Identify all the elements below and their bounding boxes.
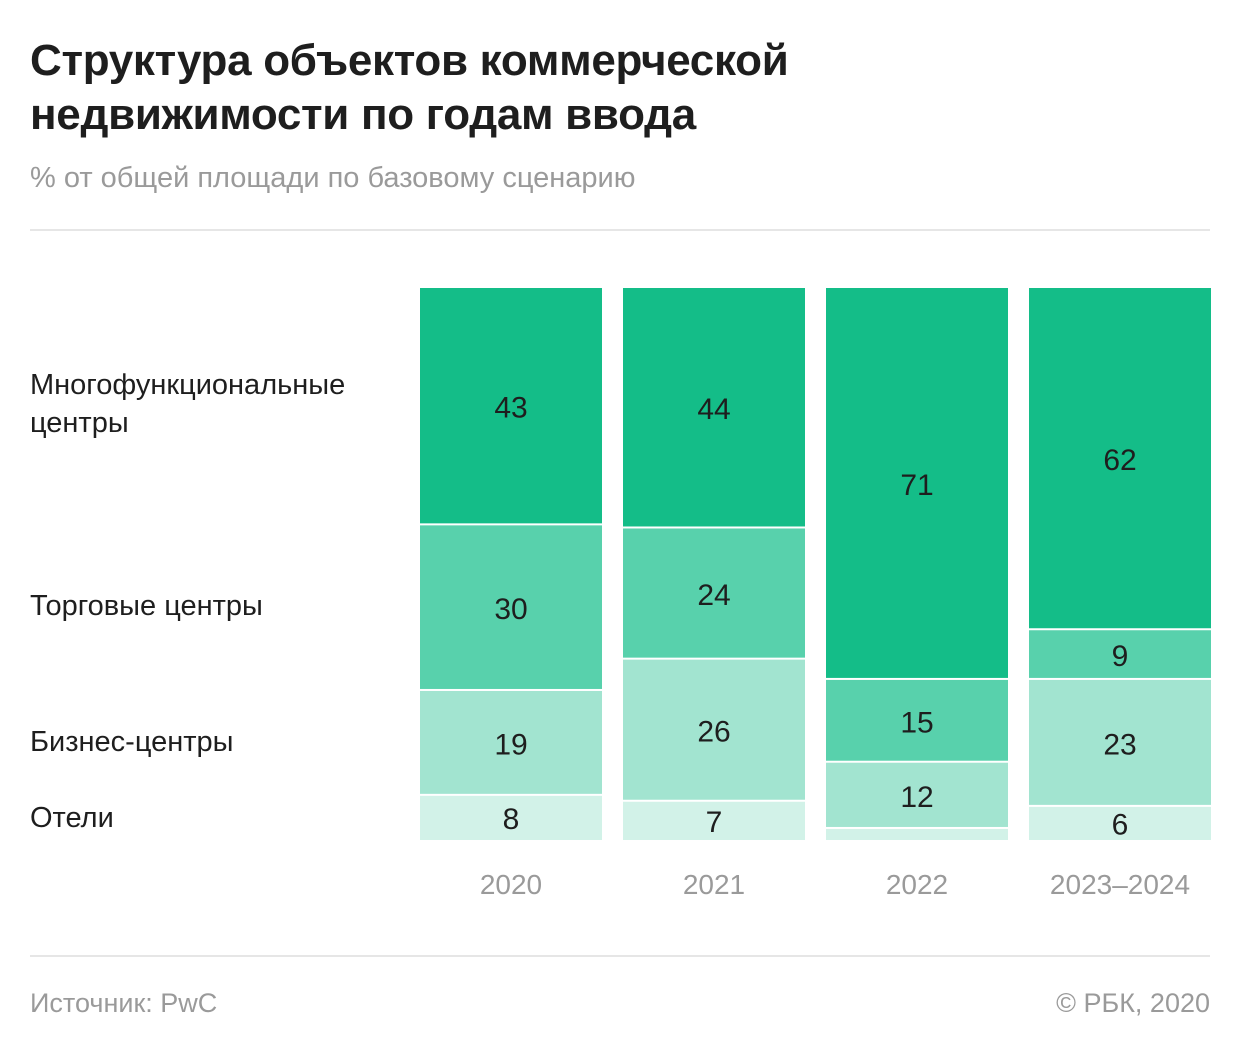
bar-value-label: 26 xyxy=(697,716,730,749)
source-note: Источник: PwC xyxy=(30,988,218,1018)
series-label-mfc: Многофункциональные центры xyxy=(30,369,346,439)
bottom-divider xyxy=(30,955,1210,957)
bar-segment xyxy=(826,679,1008,761)
copyright-note: © РБК, 2020 xyxy=(1056,988,1210,1018)
bar-segment xyxy=(826,828,1008,840)
bar-segment xyxy=(623,659,805,800)
bar-segment xyxy=(826,762,1008,827)
bar-value-label: 62 xyxy=(1103,444,1136,477)
bar-value-label: 71 xyxy=(900,469,933,502)
bar-segment xyxy=(623,801,805,840)
bar-segment xyxy=(1029,806,1211,840)
bar-value-label: 43 xyxy=(494,392,527,425)
bar-segment xyxy=(1029,288,1211,629)
bar-segment xyxy=(826,288,1008,678)
category-tick-label: 2021 xyxy=(683,869,745,900)
series-label-mall: Торговые центры xyxy=(30,590,263,622)
bar-value-label: 24 xyxy=(697,579,730,612)
bar-segment xyxy=(1029,630,1211,678)
bar-value-label: 8 xyxy=(503,803,520,836)
category-tick-label: 2023–2024 xyxy=(1050,869,1190,900)
series-label-hotel: Отели xyxy=(30,802,114,834)
bar-value-label: 19 xyxy=(494,728,527,761)
bar-value-label: 6 xyxy=(1112,808,1129,841)
stacked-bar-chart: 43 30 19 8 2020 44 24 26 7 2021 71 15 12 2022 62 9 23 6 20… xyxy=(420,288,1211,900)
chart-subtitle: % от общей площади по базовому сценарию xyxy=(30,162,636,194)
bar-segment xyxy=(420,795,602,840)
bar-segment xyxy=(420,288,602,524)
bar-value-label: 44 xyxy=(697,393,730,426)
bar-value-label: 30 xyxy=(494,593,527,626)
top-divider xyxy=(30,229,1210,231)
chart-title: Структура объектов коммерческой недвижим… xyxy=(30,36,789,139)
bar-segment xyxy=(420,525,602,689)
bar-segment xyxy=(623,528,805,658)
bar-value-label: 12 xyxy=(900,781,933,814)
category-tick-label: 2020 xyxy=(480,869,542,900)
bar-segment xyxy=(420,690,602,794)
bar-value-label: 7 xyxy=(706,806,723,839)
bar-value-label: 9 xyxy=(1112,640,1129,673)
category-tick-label: 2022 xyxy=(886,869,948,900)
bar-segment xyxy=(1029,679,1211,805)
bar-value-label: 23 xyxy=(1103,728,1136,761)
bar-value-label: 15 xyxy=(900,706,933,739)
bar-segment xyxy=(623,288,805,527)
series-label-business: Бизнес-центры xyxy=(30,726,234,758)
